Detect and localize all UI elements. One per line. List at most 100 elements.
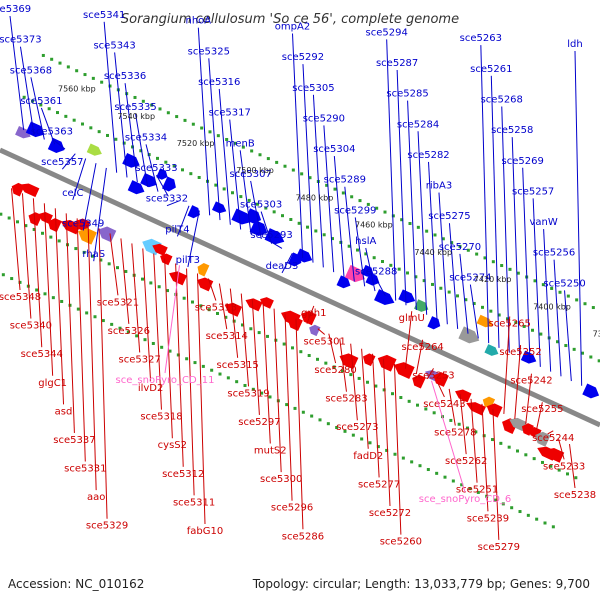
upper-leader-line xyxy=(438,192,448,325)
tick-dot xyxy=(251,387,255,391)
upper-leader-line xyxy=(30,77,45,140)
tick-dot xyxy=(597,359,600,363)
upper-leader-line xyxy=(553,259,562,377)
tick-dot xyxy=(532,457,536,461)
tick-dot xyxy=(283,164,287,168)
kbp-tick-label: 7440 kbp xyxy=(414,248,452,257)
gene-arrow xyxy=(309,324,321,337)
tick-dot xyxy=(516,449,520,453)
tick-dot xyxy=(107,262,111,266)
tick-dot xyxy=(49,235,53,239)
lower-leader-line xyxy=(426,368,434,380)
genome-track xyxy=(0,53,600,529)
lower-gene-label: sce5327 xyxy=(119,354,161,365)
gene-arrow xyxy=(344,264,365,283)
lower-gene-label: sce5312 xyxy=(162,469,204,480)
lower-gene-label: sce5348 xyxy=(0,292,41,303)
tick-dot xyxy=(400,218,404,222)
tick-dot xyxy=(480,305,484,309)
tick-dot xyxy=(322,233,326,237)
lower-gene-label: aao xyxy=(87,492,105,503)
tick-dot xyxy=(91,76,95,80)
gene-arrow xyxy=(160,253,173,266)
tick-dot xyxy=(455,294,459,298)
tick-dot xyxy=(0,212,3,216)
upper-gene-label: sce5343 xyxy=(93,40,135,51)
tick-dot xyxy=(368,441,372,445)
upper-gene-label: sce5261 xyxy=(470,64,512,75)
upper-gene-label: sce5369 xyxy=(0,4,31,15)
upper-gene-label: sce5363 xyxy=(31,127,73,138)
tick-dot xyxy=(535,517,539,521)
tick-dot xyxy=(318,418,322,422)
tick-dot xyxy=(330,237,334,241)
tick-dot xyxy=(191,122,195,126)
tick-dot xyxy=(483,256,487,260)
lower-gene-label: sce5280 xyxy=(314,365,356,376)
tick-dot xyxy=(301,410,305,414)
gene-arrow xyxy=(86,143,102,156)
tick-dot xyxy=(458,244,462,248)
gene-arrow xyxy=(339,353,359,370)
lower-gene-label: sce5301 xyxy=(304,336,346,347)
tick-dot xyxy=(325,183,329,187)
upper-gene-label: deaD3 xyxy=(266,261,299,272)
tick-dot xyxy=(307,354,311,358)
tick-dot xyxy=(7,216,11,220)
tick-dot xyxy=(316,357,320,361)
lower-leader-line xyxy=(251,298,260,415)
tick-dot xyxy=(364,252,368,256)
tick-dot xyxy=(74,247,78,251)
tick-dot xyxy=(268,395,272,399)
tick-dot xyxy=(89,126,93,130)
upper-gene-label: sce5282 xyxy=(407,150,449,161)
gene-arrow xyxy=(427,316,441,330)
gene-arrow xyxy=(231,208,252,225)
lower-leader-line xyxy=(459,393,467,455)
tick-dot xyxy=(193,361,197,365)
tick-dot xyxy=(430,282,434,286)
tick-dot xyxy=(18,280,22,284)
upper-gene-label: sce5275 xyxy=(428,211,470,222)
tick-dot xyxy=(424,407,428,411)
gene-arrow xyxy=(295,248,313,263)
upper-gene-label: vanW xyxy=(529,217,557,228)
tick-dot xyxy=(39,103,43,107)
tick-dot xyxy=(149,281,153,285)
tick-dot xyxy=(66,65,70,69)
tick-dot xyxy=(375,206,379,210)
tick-dot xyxy=(24,224,28,228)
upper-leader-line xyxy=(417,131,428,315)
tick-dot xyxy=(75,69,79,73)
tick-dot xyxy=(289,217,293,221)
rna-gene-label: sce_snoPyro_CD_11 xyxy=(116,375,215,386)
upper-gene-label: ldh xyxy=(567,39,582,50)
lower-gene-label: sce5277 xyxy=(358,479,400,490)
upper-leader-line xyxy=(459,253,469,334)
lower-gene-label: sce5326 xyxy=(108,326,150,337)
tick-dot xyxy=(241,145,245,149)
lower-gene-label: fadD2 xyxy=(353,451,383,462)
upper-leader-line xyxy=(218,88,231,225)
lower-gene-label: sce5253 xyxy=(412,370,454,381)
tick-dot xyxy=(207,308,211,312)
upper-gene-label: sce5335 xyxy=(114,102,156,113)
tick-dot xyxy=(235,380,239,384)
lower-gene-label: sce5273 xyxy=(336,422,378,433)
lower-gene-label: sce5297 xyxy=(238,417,280,428)
lower-leader-line xyxy=(470,398,478,483)
tick-dot xyxy=(200,126,204,130)
tick-dot xyxy=(282,342,286,346)
lower-leader-line xyxy=(569,443,576,489)
tick-dot xyxy=(476,490,480,494)
gene-arrow xyxy=(245,298,263,312)
lower-gene-label: sce5264 xyxy=(401,342,443,353)
upper-gene-label: celC xyxy=(62,188,83,199)
upper-leader-line xyxy=(51,138,66,150)
upper-strand-labels: sce5369 sce5373 sce5368 sce5361 sce5363 sce53… xyxy=(0,4,586,386)
kbp-tick-label: 7520 kbp xyxy=(177,139,215,148)
tick-dot xyxy=(249,327,253,331)
upper-leader-line xyxy=(9,15,25,131)
tick-dot xyxy=(182,296,186,300)
